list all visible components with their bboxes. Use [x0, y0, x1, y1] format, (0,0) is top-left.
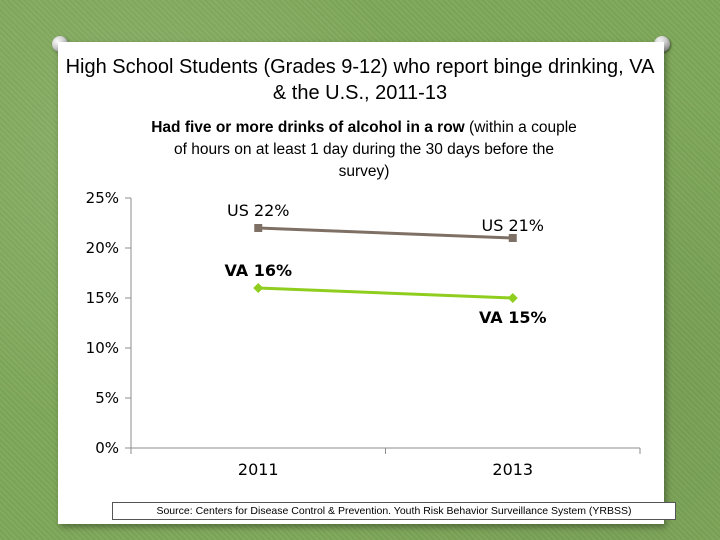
x-tick-label: 2011	[238, 460, 279, 479]
source-note: Source: Centers for Disease Control & Pr…	[112, 502, 676, 520]
chart-subtitle-rest: (within a couple of hours on at least 1 …	[173, 119, 577, 180]
data-point-va	[507, 293, 518, 303]
chart-title-rest: VA & the U.S., 2011-13	[272, 56, 655, 104]
y-tick-label: 15%	[86, 289, 119, 307]
data-label-va: VA 15%	[479, 308, 547, 327]
chart-axes: 0% 5% 10% 15% 20% 25% 2011 2013	[86, 189, 641, 479]
chart-subtitle: Had five or more drinks of alcohol in a …	[150, 117, 578, 183]
y-tick-label: 10%	[86, 339, 119, 357]
data-point-va	[253, 283, 264, 293]
y-tick-label: 5%	[95, 389, 119, 407]
x-tick-label: 2013	[492, 460, 533, 479]
data-label-us: US 21%	[481, 216, 544, 235]
chart-series	[253, 224, 518, 303]
chart-title: High School Students (Grades 9-12) who r…	[60, 54, 660, 106]
data-point-us	[254, 224, 263, 232]
chart-subtitle-emphasis: Had five or more drinks of alcohol in a …	[151, 119, 465, 136]
data-point-us	[508, 234, 517, 242]
series-line-va	[258, 286, 513, 300]
y-tick-label: 20%	[86, 239, 119, 257]
series-line-us	[258, 226, 513, 240]
data-label-us: US 22%	[227, 201, 290, 220]
chart-title-main: High School Students (Grades 9-12) who r…	[65, 56, 624, 78]
y-tick-label: 25%	[86, 189, 119, 207]
slide-card	[58, 42, 664, 524]
data-label-va: VA 16%	[224, 261, 292, 280]
y-tick-label: 0%	[95, 439, 119, 457]
chart-data-labels: US 22% US 21% VA 16% VA 15%	[224, 201, 546, 327]
